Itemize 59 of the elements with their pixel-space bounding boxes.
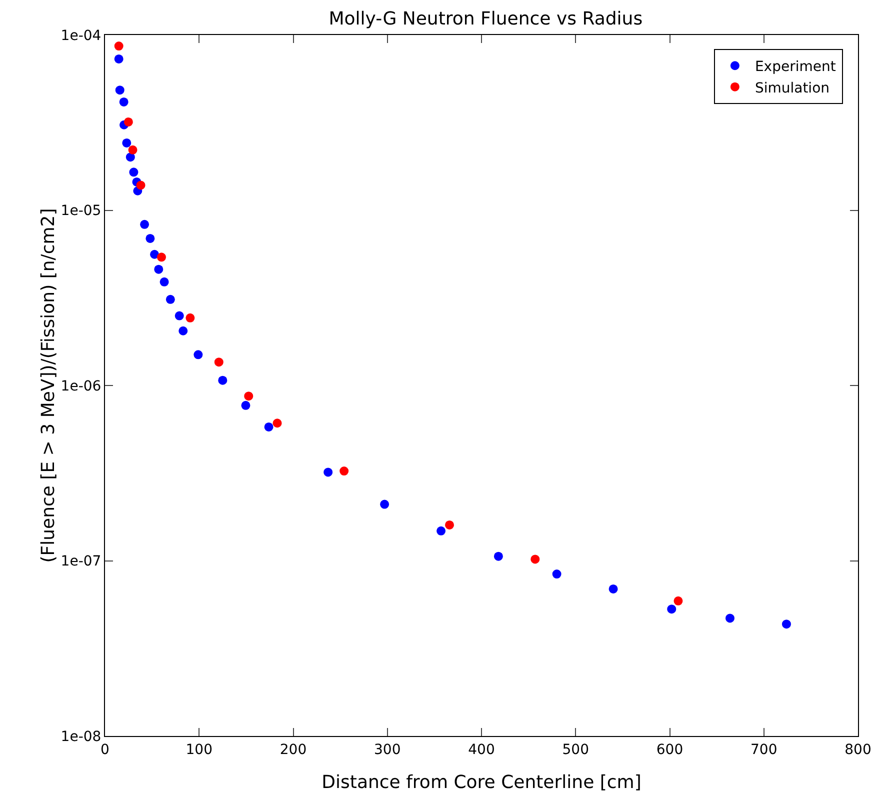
point [166, 294, 175, 304]
x-axis-title: Distance from Core Centerline [cm] [322, 772, 642, 793]
y-tick-label: 1e-06 [60, 378, 102, 394]
point [114, 54, 124, 64]
x-tick-label: 0 [100, 742, 110, 758]
point [244, 392, 254, 401]
point [782, 620, 791, 629]
y-tick-label: 1e-04 [60, 28, 102, 44]
point [552, 570, 562, 579]
legend-label: Experiment [754, 59, 836, 76]
point [128, 145, 138, 154]
point [241, 400, 250, 410]
point [494, 552, 503, 561]
point [140, 220, 150, 229]
point [272, 418, 282, 428]
point [436, 526, 446, 536]
y-tick-label: 1e-07 [60, 554, 102, 570]
point [124, 117, 133, 126]
x-tick-label: 500 [562, 742, 589, 758]
x-tick-label: 200 [280, 742, 307, 758]
point [214, 358, 224, 367]
point [340, 466, 349, 476]
point [129, 168, 138, 177]
y-tick-label: 1e-05 [60, 203, 102, 220]
point [445, 520, 454, 530]
point [146, 234, 155, 243]
point [674, 596, 683, 606]
x-tick-label: 600 [656, 742, 684, 758]
point [264, 422, 274, 432]
chart-title: Molly-G Neutron Fluence vs Radius [328, 8, 643, 30]
point [160, 277, 169, 286]
x-tick-label: 400 [468, 742, 495, 758]
point [608, 584, 618, 594]
point [725, 614, 734, 623]
point [156, 252, 166, 262]
x-tick-label: 300 [374, 742, 401, 758]
legend-label: Simulation [754, 80, 830, 96]
point [115, 86, 124, 95]
point [122, 138, 132, 148]
point [186, 313, 195, 322]
point [114, 42, 124, 51]
point [136, 180, 146, 190]
point [174, 311, 184, 320]
x-tick-label: 100 [186, 742, 212, 758]
point [150, 250, 160, 259]
point [530, 554, 540, 564]
x-tick-label: 800 [844, 742, 872, 758]
point [154, 264, 164, 274]
point [126, 152, 135, 162]
point [667, 604, 676, 614]
point [324, 468, 333, 477]
point [119, 97, 128, 106]
x-tick-label: 700 [750, 742, 778, 758]
y-axis-title: (Fluence [E > 3 MeV])/(Fission) [n/cm2] [38, 208, 59, 563]
point [380, 500, 390, 509]
y-tick-label: 1e-08 [60, 728, 102, 745]
point [178, 326, 188, 336]
point [194, 350, 203, 360]
point [218, 376, 228, 385]
